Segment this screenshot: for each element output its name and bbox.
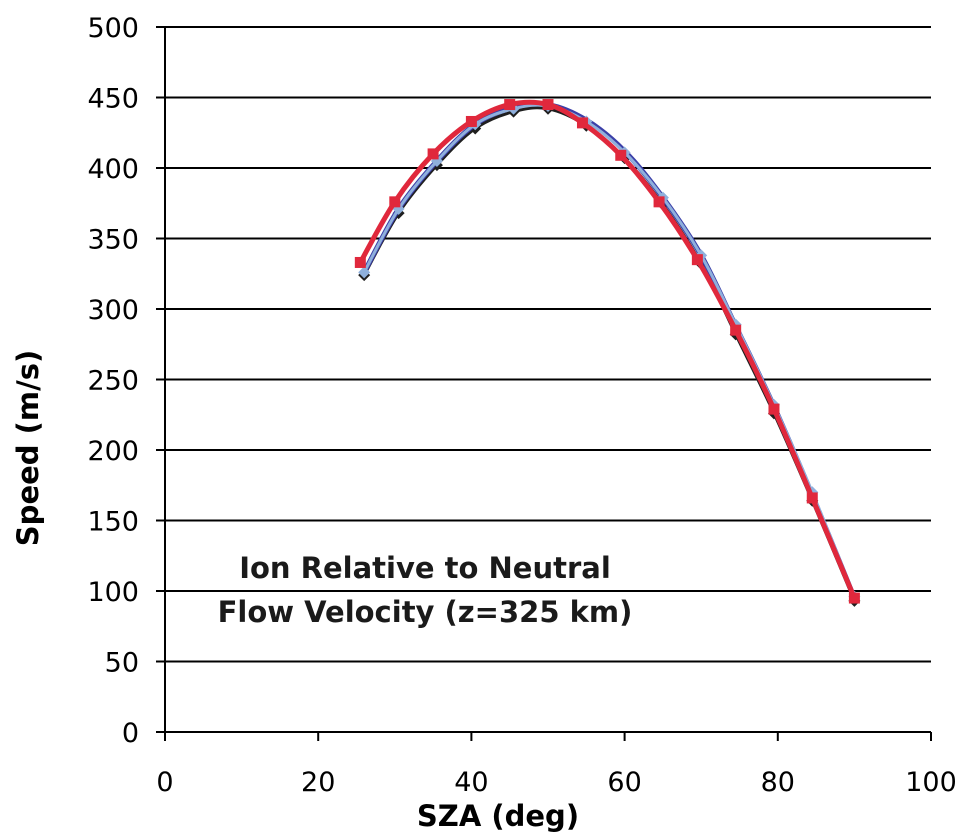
y-tick-label-500: 500 — [87, 13, 139, 44]
y-tick-label-250: 250 — [87, 366, 139, 397]
series-3-point-13 — [848, 592, 860, 604]
x-tick-labels: 0 20 40 60 80 100 — [156, 767, 956, 798]
x-tick-label-100: 100 — [905, 767, 957, 798]
series-group — [354, 99, 861, 607]
series-3-point-4 — [504, 99, 516, 111]
series-3-point-12 — [806, 492, 818, 504]
grid-lines — [165, 26, 931, 663]
series-3-point-7 — [615, 149, 627, 161]
series-2-line — [362, 103, 856, 599]
series-3-line — [357, 99, 857, 601]
y-tick-label-300: 300 — [87, 295, 139, 326]
series-3-point-1 — [389, 196, 401, 208]
series-3-point-3 — [465, 115, 477, 127]
x-tick-label-40: 40 — [454, 767, 488, 798]
y-tick-labels: 0 50 100 150 200 250 300 350 400 450 500 — [87, 13, 139, 749]
series-0 — [358, 102, 861, 607]
y-tick-label-350: 350 — [87, 225, 139, 256]
series-3-point-8 — [653, 196, 665, 208]
y-tick-label-450: 450 — [87, 84, 139, 115]
x-tick-label-60: 60 — [607, 767, 641, 798]
series-3-point-6 — [576, 117, 588, 129]
y-tick-label-100: 100 — [87, 577, 139, 608]
axes — [156, 26, 932, 741]
y-tick-label-400: 400 — [87, 154, 139, 185]
series-3 — [354, 99, 860, 604]
x-tick-label-80: 80 — [761, 767, 795, 798]
y-tick-label-200: 200 — [87, 436, 139, 467]
annotation-line-1: Ion Relative to Neutral — [239, 551, 611, 585]
series-3-point-5 — [542, 99, 554, 111]
y-axis-title: Speed (m/s) — [11, 350, 45, 546]
x-tick-label-20: 20 — [301, 767, 335, 798]
series-3-point-0 — [354, 256, 366, 268]
series-3-point-2 — [427, 148, 439, 160]
y-tick-label-150: 150 — [87, 507, 139, 538]
series-1-line — [361, 101, 857, 601]
series-0-line — [362, 106, 856, 603]
annotation-line-2: Flow Velocity (z=325 km) — [218, 595, 633, 629]
series-3-point-11 — [768, 403, 780, 415]
series-3-point-10 — [730, 324, 742, 336]
series-2 — [358, 99, 861, 603]
series-2-point-0 — [358, 266, 371, 279]
y-tick-label-0: 0 — [122, 718, 139, 749]
x-axis-title: SZA (deg) — [417, 799, 579, 833]
x-tick-label-0: 0 — [156, 767, 173, 798]
series-3-point-9 — [691, 254, 703, 266]
series-1 — [361, 101, 857, 601]
y-tick-label-50: 50 — [105, 648, 139, 679]
